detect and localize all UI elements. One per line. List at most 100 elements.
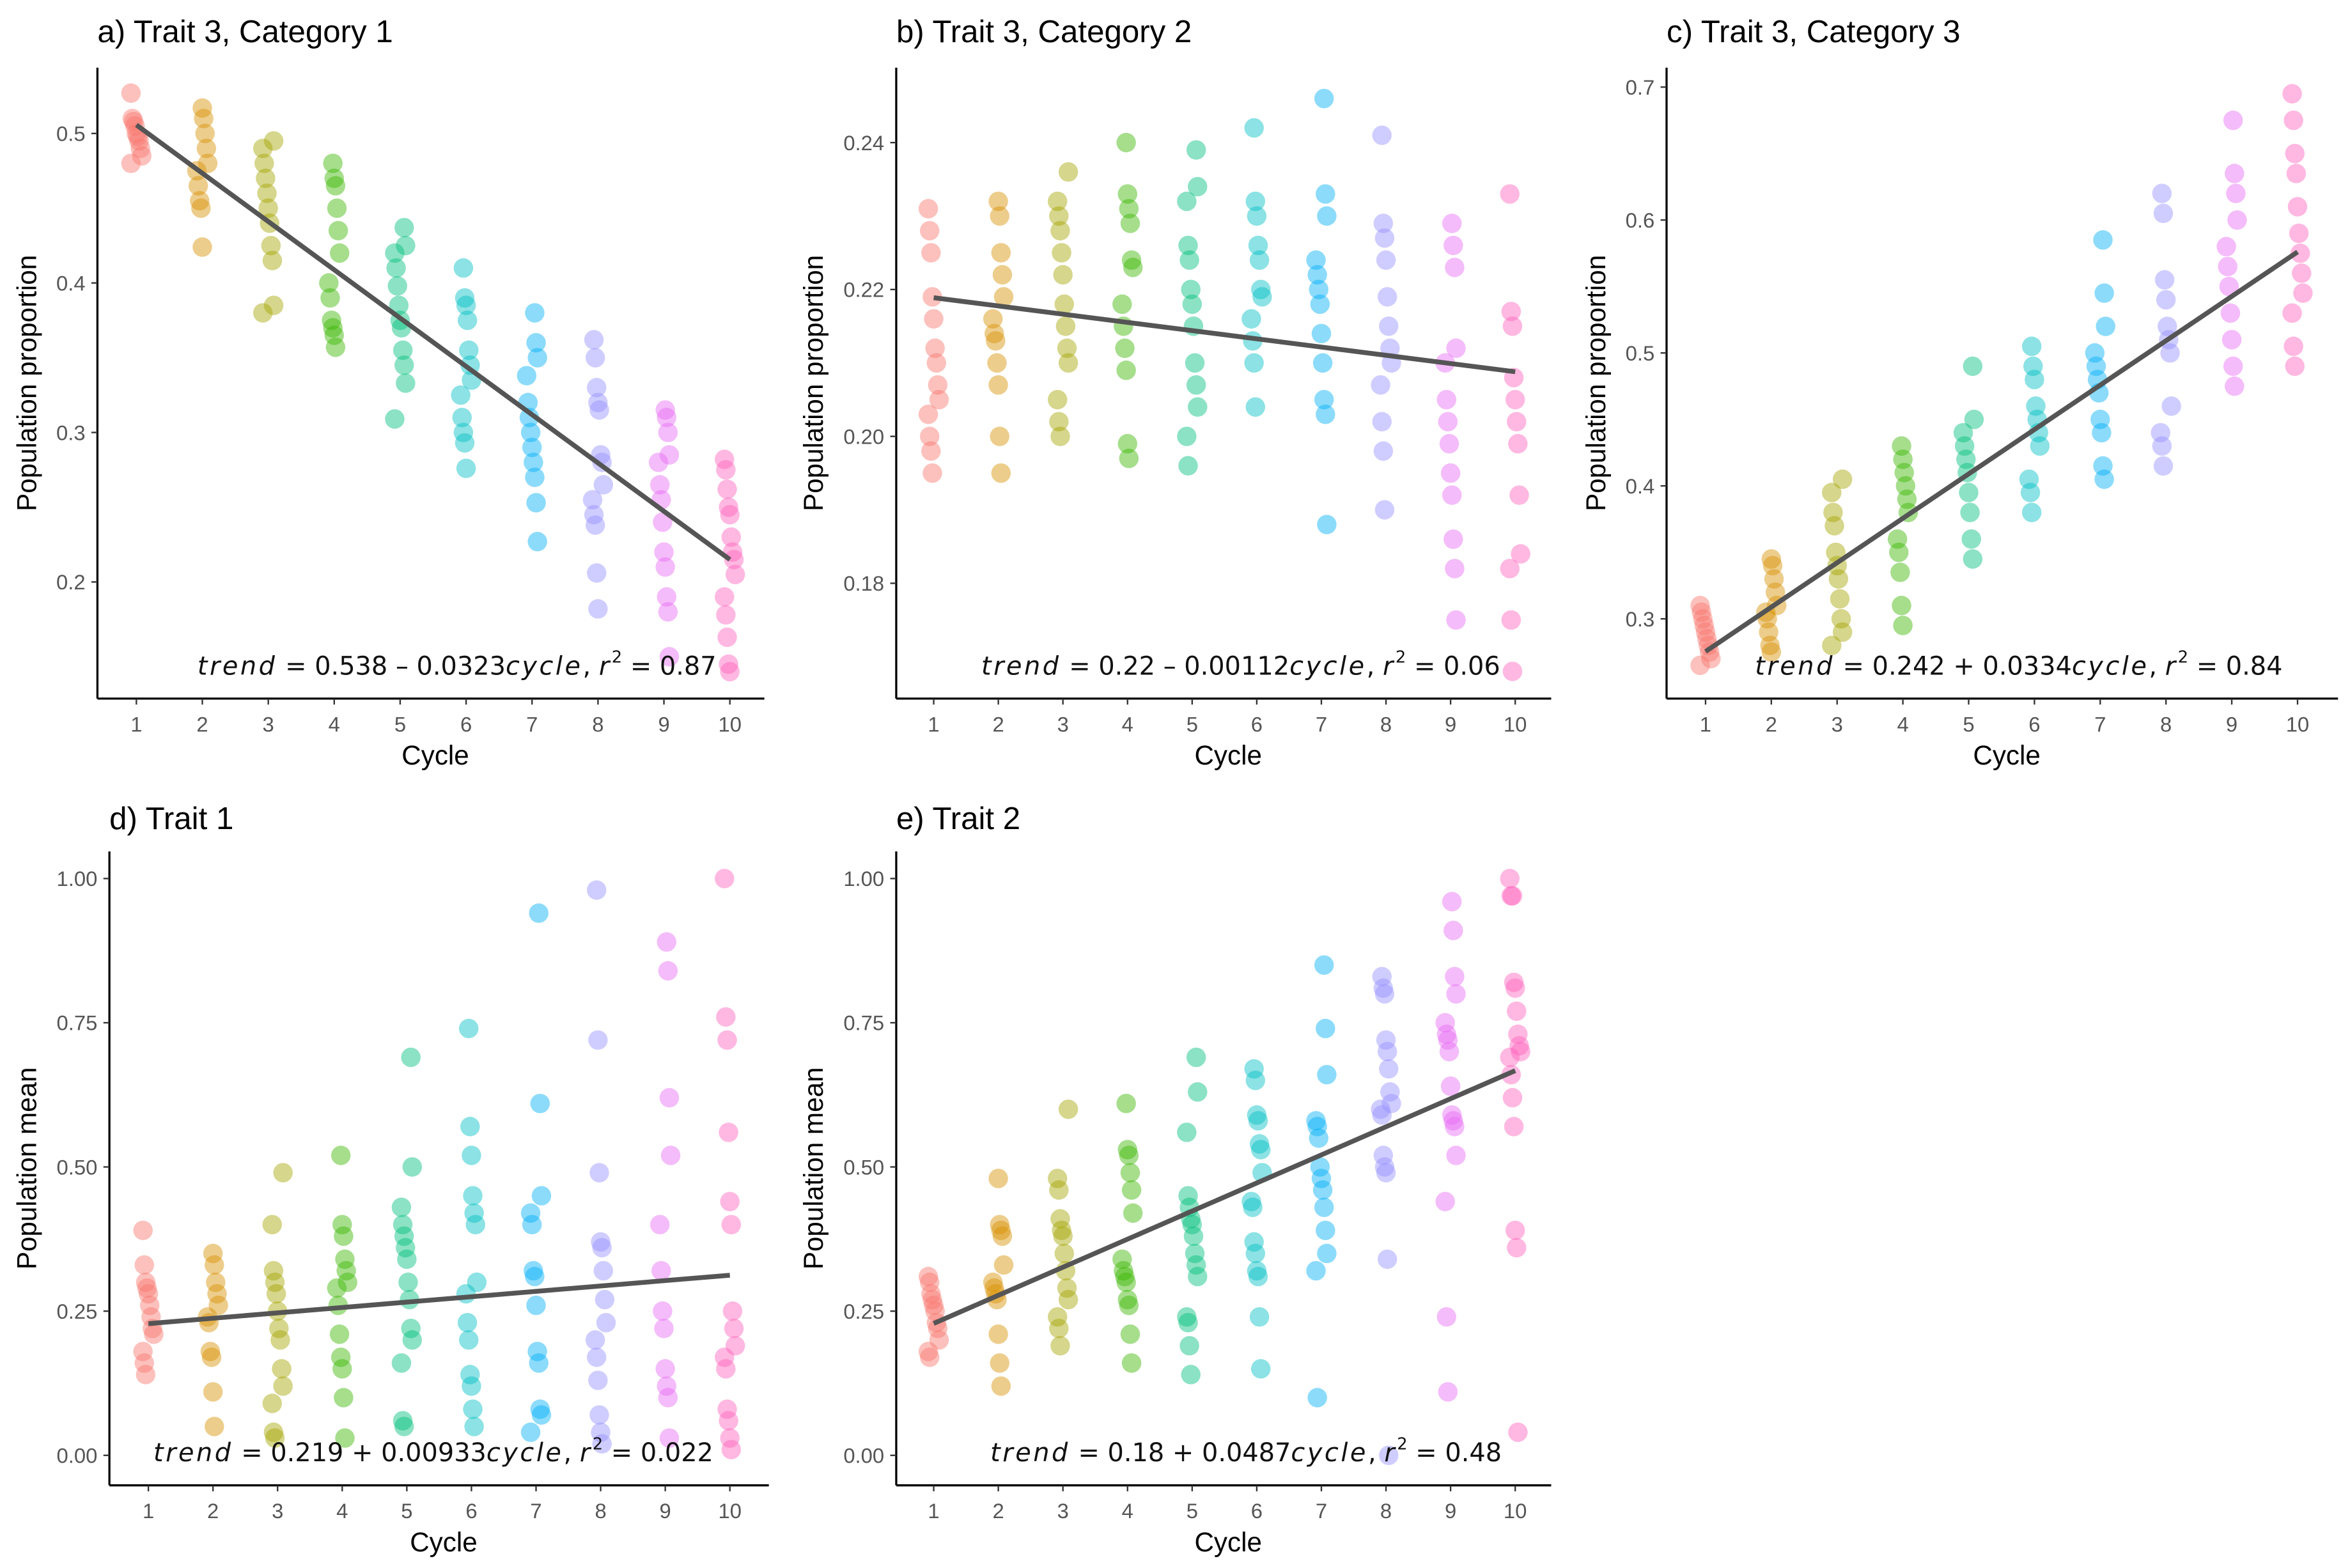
data-point-cycle-5 (1188, 176, 1208, 197)
data-point-cycle-10 (722, 1301, 743, 1321)
data-point-cycle-7 (525, 467, 545, 487)
x-tick-label: 5 (1187, 712, 1198, 736)
data-point-cycle-9 (1445, 559, 1465, 578)
data-point-cycle-10 (2285, 356, 2305, 376)
x-tick-label: 5 (394, 712, 406, 736)
scatter-points (1690, 84, 2313, 676)
data-point-cycle-2 (990, 206, 1009, 226)
data-point-cycle-9 (648, 453, 669, 472)
data-point-cycle-9 (1438, 1030, 1458, 1050)
data-point-cycle-4 (1890, 563, 1910, 582)
y-tick-label: 0.5 (56, 122, 86, 146)
data-point-cycle-1 (921, 1284, 941, 1304)
data-point-cycle-10 (715, 1347, 735, 1367)
data-point-cycle-2 (205, 1417, 224, 1436)
data-point-cycle-10 (1500, 559, 1520, 578)
data-point-cycle-8 (592, 1238, 612, 1258)
data-point-cycle-2 (990, 426, 1009, 446)
data-point-cycle-9 (657, 587, 677, 607)
data-point-cycle-7 (1310, 294, 1330, 314)
data-point-cycle-6 (453, 258, 474, 278)
data-point-cycle-9 (659, 445, 680, 465)
data-point-cycle-4 (1121, 1353, 1142, 1373)
data-point-cycle-10 (1505, 978, 1525, 998)
data-point-cycle-10 (1508, 433, 1528, 454)
data-point-cycle-5 (1177, 1307, 1197, 1327)
data-point-cycle-6 (1248, 235, 1268, 256)
data-point-cycle-6 (1245, 1070, 1266, 1091)
data-point-cycle-9 (657, 1376, 676, 1396)
x-tick-label: 10 (718, 712, 742, 736)
data-point-cycle-10 (716, 460, 736, 480)
equation-op: – (1163, 651, 1176, 681)
data-point-cycle-3 (270, 1330, 290, 1350)
data-point-cycle-3 (265, 1272, 285, 1292)
data-point-cycle-4 (328, 221, 348, 241)
equation-slope-text: 0.0323 (417, 651, 506, 681)
equation-slope-text: 0.00933 (381, 1438, 486, 1468)
data-point-cycle-7 (1307, 1117, 1327, 1137)
data-point-cycle-9 (659, 1088, 680, 1108)
x-tick-label: 5 (1963, 712, 1974, 736)
y-tick-label: 1.00 (843, 867, 884, 890)
data-point-cycle-8 (1380, 1082, 1400, 1102)
data-point-cycle-1 (928, 1318, 948, 1339)
data-point-cycle-6 (463, 1399, 483, 1419)
data-point-cycle-10 (719, 1122, 738, 1142)
data-point-cycle-5 (1963, 549, 1983, 569)
equation-symbol (1945, 651, 1954, 681)
x-tick-label: 9 (2226, 712, 2237, 736)
data-point-cycle-4 (331, 1347, 351, 1367)
data-point-cycle-2 (208, 1295, 228, 1316)
data-point-cycle-10 (1508, 1024, 1528, 1044)
x-tick-label: 5 (1187, 1499, 1198, 1523)
data-point-cycle-8 (1373, 1145, 1394, 1165)
data-point-cycle-7 (1306, 1261, 1326, 1281)
data-point-cycle-8 (592, 1434, 612, 1454)
data-point-cycle-5 (402, 1330, 423, 1350)
data-point-cycle-10 (1511, 1041, 1530, 1062)
data-point-cycle-8 (587, 880, 607, 900)
x-tick-label: 2 (196, 712, 208, 736)
data-point-cycle-9 (658, 1388, 678, 1408)
data-point-cycle-10 (1507, 412, 1527, 431)
data-point-cycle-7 (1317, 1243, 1337, 1264)
x-tick-label: 6 (465, 1499, 477, 1523)
equation-symbol: = (1070, 1438, 1108, 1468)
x-axis-label: Cycle (401, 740, 469, 770)
data-point-cycle-2 (195, 123, 215, 144)
data-point-cycle-8 (2154, 270, 2175, 290)
data-point-cycle-6 (1245, 397, 1266, 417)
data-point-cycle-5 (387, 276, 407, 296)
data-point-cycle-5 (1185, 1243, 1205, 1264)
data-point-cycle-7 (2092, 423, 2112, 443)
x-tick-label: 6 (2028, 712, 2040, 736)
equation-symbol: = (1835, 651, 1872, 681)
data-point-cycle-10 (1509, 485, 1529, 505)
data-point-cycle-7 (1316, 1018, 1335, 1039)
data-point-cycle-5 (1178, 1186, 1198, 1206)
equation-slope-text: 0.0487 (1202, 1438, 1291, 1468)
data-point-cycle-7 (1307, 265, 1327, 285)
data-point-cycle-1 (925, 1301, 945, 1321)
data-point-cycle-5 (1186, 1255, 1206, 1275)
data-point-cycle-2 (1761, 642, 1782, 662)
data-point-cycle-5 (391, 1353, 412, 1373)
y-tick-label: 0.75 (57, 1011, 98, 1035)
equation-r: r (2165, 651, 2178, 681)
data-point-cycle-4 (1120, 1163, 1140, 1183)
data-point-cycle-8 (584, 330, 604, 350)
data-point-cycle-9 (2223, 356, 2243, 376)
data-point-cycle-4 (1892, 596, 1911, 616)
data-point-cycle-3 (1823, 502, 1843, 522)
trend-line (1704, 250, 2299, 654)
data-point-cycle-8 (587, 378, 607, 398)
x-tick-label: 4 (1122, 712, 1133, 736)
data-point-cycle-8 (2152, 436, 2172, 456)
data-point-cycle-2 (188, 176, 208, 196)
data-point-cycle-7 (525, 303, 545, 323)
data-point-cycle-7 (1309, 1128, 1328, 1148)
data-point-cycle-4 (334, 1226, 354, 1246)
equation-symbol (409, 651, 417, 681)
data-point-cycle-8 (588, 392, 608, 413)
